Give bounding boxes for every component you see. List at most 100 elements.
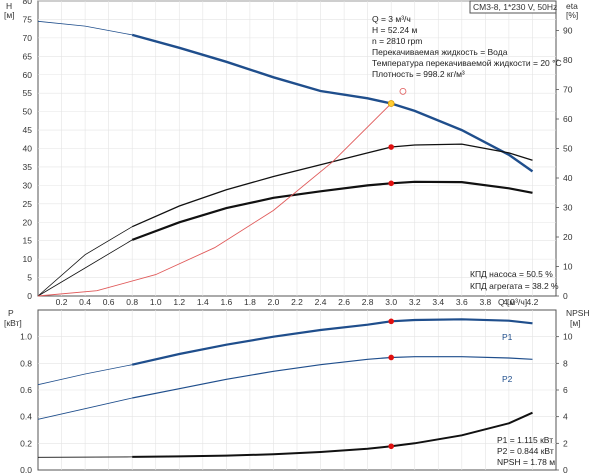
y-axis-label-eta: eta — [566, 1, 578, 11]
top-left-axis-ticks: 0 5 10 15 20 25 30 35 40 45 50 55 60 65 70 75 80 — [23, 0, 33, 301]
y-axis-unit-p: [кВт] — [4, 318, 22, 328]
power-info: P1 = 1.115 кВт P2 = 0.844 кВт NPSH = 1.7… — [497, 435, 555, 467]
eta-tick-label: 0 — [563, 291, 568, 301]
series-P1-extension — [37, 364, 133, 386]
npsh-tick-label: 4 — [563, 412, 568, 422]
q-tick-label: 2.4 — [315, 297, 327, 307]
bottom-right-axis-ticks: 0 2 4 6 8 10 — [556, 332, 573, 474]
y-axis-unit-npsh: [м] — [570, 318, 581, 328]
eta-tick-label: 30 — [563, 203, 573, 213]
eta-tick-label: 80 — [563, 55, 573, 65]
duty-point-info: Q = 3 м³/ч H = 52.24 м n = 2810 rpm Пере… — [372, 14, 562, 291]
h-tick-label: 60 — [23, 70, 33, 80]
info-speed: n = 2810 rpm — [372, 36, 422, 46]
npsh-tick-label: 10 — [563, 332, 573, 342]
series-head — [131, 33, 534, 173]
q-tick-label: 3.8 — [479, 297, 491, 307]
h-tick-label: 5 — [27, 273, 32, 283]
chart-title: CM3-8, 1*230 V, 50Hz — [473, 2, 557, 12]
q-tick-label: 1.2 — [173, 297, 185, 307]
h-tick-label: 20 — [23, 217, 33, 227]
series-head-extension — [37, 20, 133, 36]
info-npsh: NPSH = 1.78 м — [497, 457, 555, 467]
info-temperature: Температура перекачиваемой жидкости = 20… — [372, 58, 562, 68]
top-right-axis-ticks: 0 10 20 30 40 50 60 70 80 90 — [556, 26, 573, 301]
hollow-marker — [399, 87, 407, 95]
q-tick-label: 0.4 — [79, 297, 91, 307]
series-P2-extension — [37, 397, 133, 420]
q-tick-label: 0.8 — [126, 297, 138, 307]
info-density: Плотность = 998.2 кг/м³ — [372, 69, 465, 79]
q-tick-label: 0.2 — [56, 297, 68, 307]
q-tick-label: 1.6 — [220, 297, 232, 307]
h-tick-label: 10 — [23, 254, 33, 264]
bottom-left-axis-ticks: 0.0 0.2 0.4 0.6 0.8 1.0 — [20, 332, 32, 474]
top-markers — [387, 87, 407, 187]
info-head: H = 52.24 м — [372, 25, 417, 35]
h-tick-label: 45 — [23, 125, 33, 135]
power-point-marker — [388, 318, 394, 325]
q-tick-label: 1.0 — [150, 297, 162, 307]
series-label-p1: P1 — [502, 332, 513, 342]
h-tick-label: 25 — [23, 199, 33, 209]
info-eta-pump: КПД насоса = 50.5 % — [470, 269, 553, 279]
eta-tick-label: 10 — [563, 262, 573, 272]
info-eta-unit: КПД агрегата = 38.2 % — [470, 281, 559, 291]
series-eta-unit — [131, 180, 533, 241]
bottom-grid — [38, 310, 556, 470]
npsh-tick-label: 2 — [563, 438, 568, 448]
h-tick-label: 50 — [23, 107, 33, 117]
eta-tick-label: 60 — [563, 114, 573, 124]
h-tick-label: 80 — [23, 0, 33, 6]
bottom-panel: 0.0 0.2 0.4 0.6 0.8 1.0 0 2 4 6 8 10 P [кВт] NPSH … — [4, 308, 590, 474]
series-eta-pump-extension — [37, 226, 133, 297]
y-axis-label-npsh: NPSH — [566, 308, 590, 318]
p-tick-label: 0.4 — [20, 412, 32, 422]
x-axis-ticks: 0.2 0.4 0.6 0.8 1.0 1.2 1.4 1.6 1.8 2.0 2.2 2.4 2.6 2… — [56, 297, 539, 307]
h-tick-label: 55 — [23, 88, 33, 98]
top-series — [37, 20, 534, 297]
h-tick-label: 75 — [23, 14, 33, 24]
h-tick-label: 65 — [23, 51, 33, 61]
series-P2 — [132, 356, 533, 399]
q-tick-label: 2.2 — [291, 297, 303, 307]
q-tick-label: 1.4 — [197, 297, 209, 307]
h-tick-label: 15 — [23, 236, 33, 246]
bottom-markers — [388, 318, 394, 450]
x-axis-label-q: Q [м³/ч] — [498, 297, 527, 307]
info-flow: Q = 3 м³/ч — [372, 14, 411, 24]
p-tick-label: 1.0 — [20, 332, 32, 342]
q-tick-label: 3.4 — [432, 297, 444, 307]
series-system-curve — [37, 103, 392, 297]
eta-tick-label: 20 — [563, 232, 573, 242]
q-tick-label: 4.2 — [527, 297, 539, 307]
q-tick-label: 0.6 — [103, 297, 115, 307]
top-panel: 0 5 10 15 20 25 30 35 40 45 50 55 60 65 70 75 80 0 10 20 30… — [4, 0, 578, 307]
eta-tick-label: 40 — [563, 173, 573, 183]
q-tick-label: 2.8 — [362, 297, 374, 307]
chart-title-box — [469, 0, 557, 14]
eta-tick-label: 50 — [563, 144, 573, 154]
h-tick-label: 35 — [23, 162, 33, 172]
h-tick-label: 40 — [23, 144, 33, 154]
info-liquid: Перекачиваемая жидкость = Вода — [372, 47, 508, 57]
npsh-tick-label: 0 — [563, 465, 568, 474]
p-tick-label: 0.0 — [20, 465, 32, 474]
p-tick-label: 0.8 — [20, 358, 32, 368]
eta-point-marker — [388, 180, 394, 187]
npsh-tick-label: 8 — [563, 358, 568, 368]
series-npsh — [132, 411, 533, 458]
q-tick-label: 3.6 — [456, 297, 468, 307]
y-axis-label-p: P — [8, 308, 14, 318]
h-tick-label: 70 — [23, 33, 33, 43]
q-tick-label: 2.0 — [268, 297, 280, 307]
q-tick-label: 3.0 — [385, 297, 397, 307]
duty-point-marker — [387, 100, 395, 107]
eta-tick-label: 90 — [563, 26, 573, 36]
series-eta-pump — [131, 143, 533, 228]
info-p1: P1 = 1.115 кВт — [497, 435, 553, 445]
top-grid — [38, 0, 556, 296]
npsh-tick-label: 6 — [563, 385, 568, 395]
power-point-marker — [388, 354, 394, 361]
